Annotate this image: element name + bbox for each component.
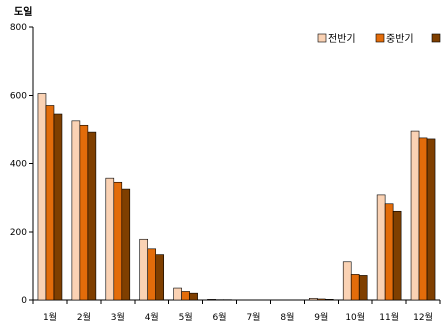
y-tick-label: 600 bbox=[10, 91, 27, 101]
x-tick-label: 3월 bbox=[111, 311, 125, 323]
bar-4월-전반기 bbox=[139, 238, 149, 301]
x-tick-label: 4월 bbox=[145, 311, 159, 323]
legend-swatch-전반기 bbox=[317, 33, 327, 43]
bar-12월-중반기 bbox=[418, 137, 428, 301]
bar-11월-전반기 bbox=[376, 194, 386, 301]
x-tick-label: 6월 bbox=[213, 311, 227, 323]
bar-1월-중반기 bbox=[45, 105, 55, 301]
bar-6월-전반기 bbox=[207, 299, 216, 301]
x-tick-label: 1월 bbox=[43, 311, 57, 323]
bar-1월-전반기 bbox=[37, 93, 47, 301]
bar-11월-후반기 bbox=[392, 210, 402, 301]
bar-12월-전반기 bbox=[410, 130, 420, 301]
bars bbox=[37, 93, 436, 301]
legend-swatch-후반기 bbox=[431, 33, 441, 43]
bar-5월-중반기 bbox=[181, 291, 190, 301]
bar-1월-후반기 bbox=[53, 113, 63, 301]
bar-10월-후반기 bbox=[358, 275, 368, 301]
bar-10월-전반기 bbox=[342, 261, 352, 301]
bar-5월-후반기 bbox=[189, 292, 198, 301]
x-tick-label: 9월 bbox=[314, 311, 328, 323]
bar-3월-후반기 bbox=[121, 188, 131, 301]
y-axis-unit-label: 도일 bbox=[14, 5, 32, 18]
bar-2월-전반기 bbox=[71, 120, 81, 301]
x-tick-label: 8월 bbox=[280, 311, 294, 323]
bar-3월-전반기 bbox=[105, 177, 115, 301]
x-tick-label: 10월 bbox=[345, 311, 365, 323]
bar-4월-후반기 bbox=[155, 254, 165, 301]
x-tick-label: 12월 bbox=[413, 311, 433, 323]
legend-label-전반기: 전반기 bbox=[328, 33, 356, 45]
y-axis: 0 200 400 600 800 bbox=[10, 23, 34, 306]
y-tick-label: 400 bbox=[10, 160, 27, 170]
x-tick-label: 11월 bbox=[379, 311, 399, 323]
bar-9월-중반기 bbox=[316, 298, 326, 301]
bar-4월-중반기 bbox=[147, 248, 157, 301]
bar-3월-중반기 bbox=[113, 181, 123, 301]
x-axis: 1월 2월 3월 4월 5월 6월 7월 8월 9월 10월 11월 12월 bbox=[32, 299, 441, 323]
legend-label-중반기: 중반기 bbox=[386, 33, 414, 45]
bar-10월-중반기 bbox=[350, 274, 360, 301]
x-tick-label: 5월 bbox=[179, 311, 193, 323]
bar-9월-전반기 bbox=[308, 297, 318, 301]
bar-2월-후반기 bbox=[87, 131, 97, 301]
y-tick-label: 200 bbox=[10, 228, 27, 238]
bar-2월-중반기 bbox=[79, 124, 89, 301]
bar-11월-중반기 bbox=[384, 203, 394, 301]
bar-5월-전반기 bbox=[173, 287, 182, 301]
legend: 전반기중반기후반기 bbox=[317, 33, 441, 45]
x-tick-label: 2월 bbox=[77, 311, 91, 323]
y-tick-label: 0 bbox=[21, 296, 27, 306]
x-tick-label: 7월 bbox=[246, 311, 260, 323]
legend-swatch-중반기 bbox=[375, 33, 385, 43]
bar-12월-후반기 bbox=[426, 138, 436, 301]
y-tick-label: 800 bbox=[10, 23, 27, 33]
bar-9월-후반기 bbox=[324, 299, 334, 301]
